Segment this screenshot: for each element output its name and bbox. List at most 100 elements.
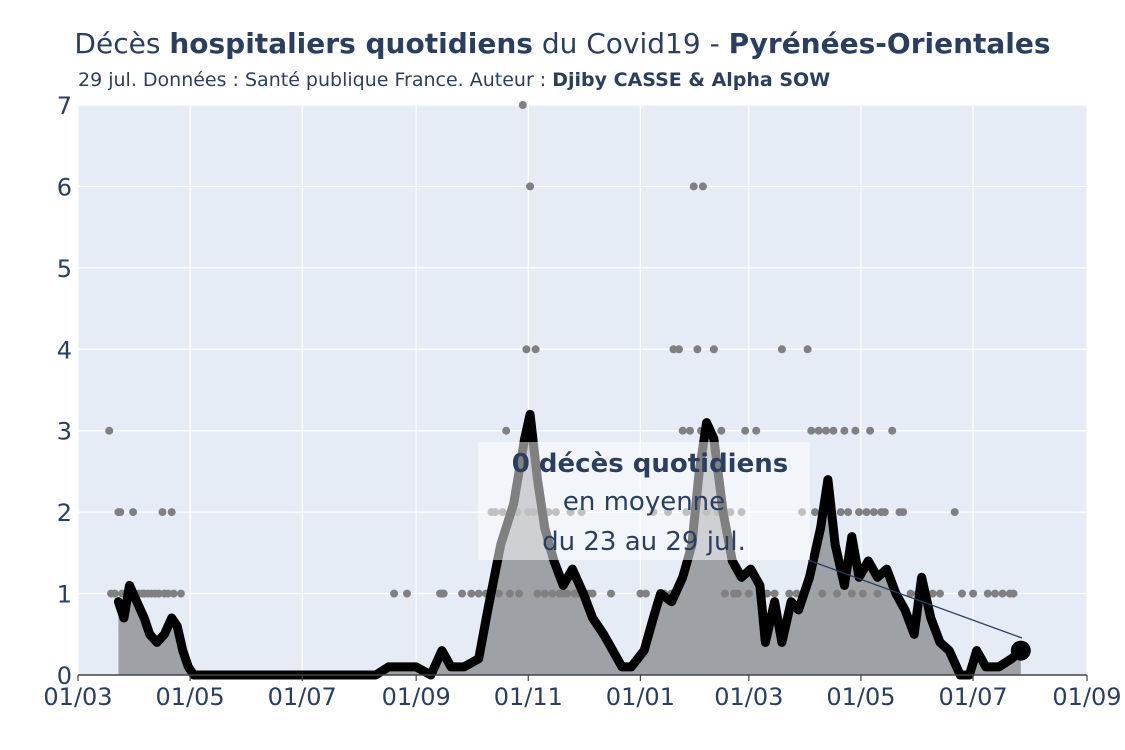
latest-mean-point [1010, 640, 1031, 661]
x-tick-label: 01/05 [156, 683, 225, 711]
daily-death-point [983, 589, 992, 598]
daily-death-point [505, 589, 514, 598]
daily-death-point [777, 345, 786, 354]
y-tick-label: 2 [57, 499, 72, 527]
daily-death-point [888, 426, 897, 435]
daily-death-point [390, 589, 399, 598]
daily-death-point [154, 589, 163, 598]
chart-title: Décès hospitaliers quotidiens du Covid19… [0, 27, 1125, 60]
x-tick-label: 01/01 [606, 683, 675, 711]
daily-death-point [770, 589, 779, 598]
y-tick-label: 5 [57, 255, 72, 283]
daily-death-point [833, 589, 841, 598]
daily-death-point [733, 589, 742, 598]
daily-death-point [807, 426, 816, 435]
daily-death-point [928, 589, 937, 598]
title-part-2: hospitaliers quotidiens [169, 27, 533, 60]
x-tick-label: 01/07 [268, 683, 337, 711]
daily-death-point [116, 508, 125, 517]
daily-death-point [502, 426, 511, 435]
daily-death-point [803, 345, 812, 354]
daily-death-point [515, 589, 524, 598]
subtitle-text: 29 jul. Données : Santé publique France.… [78, 69, 553, 91]
daily-death-point [689, 182, 698, 191]
daily-death-point [693, 345, 702, 354]
daily-death-point [548, 589, 557, 598]
daily-death-point [958, 589, 966, 598]
daily-death-point [669, 345, 678, 354]
x-tick-label: 01/03 [714, 683, 783, 711]
daily-death-point [717, 426, 726, 435]
x-tick-label: 01/09 [1052, 683, 1121, 711]
x-tick-label: 01/05 [826, 683, 895, 711]
daily-death-point [105, 426, 114, 435]
daily-death-point [785, 589, 794, 598]
daily-death-point [1009, 589, 1018, 598]
daily-death-point [840, 426, 849, 435]
daily-death-point [176, 589, 185, 598]
daily-death-point [158, 508, 167, 517]
x-tick-label: 01/03 [43, 683, 112, 711]
chart-subtitle: 29 jul. Données : Santé publique France.… [78, 69, 830, 91]
daily-death-point [880, 508, 889, 517]
daily-death-point [588, 589, 597, 598]
daily-death-point [533, 589, 542, 598]
daily-death-point [698, 182, 707, 191]
annotation-line-1: 0 décès quotidiens [512, 449, 788, 479]
daily-death-point [562, 589, 571, 598]
daily-death-point [709, 345, 718, 354]
daily-death-point [526, 182, 535, 191]
x-tick-label: 01/09 [382, 683, 451, 711]
daily-death-point [474, 589, 483, 598]
daily-death-point [167, 508, 176, 517]
daily-death-point [855, 508, 864, 517]
daily-death-point [164, 589, 173, 598]
daily-death-point [818, 589, 827, 598]
daily-death-point [641, 589, 650, 598]
annotation-line-3: du 23 au 29 jul. [542, 527, 746, 557]
daily-death-point [531, 345, 540, 354]
annotation-line-2: en moyenne [563, 487, 725, 517]
daily-death-point [741, 426, 750, 435]
daily-death-point [636, 589, 645, 598]
daily-death-point [403, 589, 411, 598]
daily-death-point [847, 589, 856, 598]
x-tick-label: 01/11 [494, 683, 563, 711]
daily-death-point [522, 345, 531, 354]
daily-death-point [858, 589, 867, 598]
daily-death-point [607, 589, 615, 598]
daily-death-point [518, 101, 527, 109]
daily-death-point [866, 426, 875, 435]
annotation-arrow [807, 559, 1023, 639]
daily-death-point [862, 508, 871, 517]
daily-death-point [744, 589, 753, 598]
daily-death-point [494, 589, 503, 598]
daily-death-point [906, 589, 915, 598]
daily-death-point [686, 426, 694, 435]
daily-death-point [811, 508, 819, 517]
daily-death-point [822, 426, 830, 435]
daily-death-point [110, 589, 119, 598]
daily-death-point [991, 589, 1000, 598]
title-part-1: Décès [74, 27, 170, 60]
annotation-group: 0 décès quotidiens en moyenne du 23 au 2… [478, 442, 1023, 639]
daily-death-point [844, 508, 853, 517]
y-tick-label: 6 [57, 173, 72, 201]
daily-death-point [829, 426, 838, 435]
daily-death-point [720, 589, 729, 598]
daily-death-point [851, 426, 860, 435]
daily-death-point [869, 508, 878, 517]
daily-death-point [936, 589, 944, 598]
mean-line [113, 409, 1026, 680]
daily-death-point [540, 589, 549, 598]
y-tick-label: 4 [57, 336, 72, 364]
daily-death-point [169, 589, 178, 598]
mean-line-group [113, 409, 1031, 680]
daily-death-point [969, 589, 978, 598]
daily-death-point [814, 426, 823, 435]
daily-death-point [467, 589, 476, 598]
daily-death-point [675, 345, 683, 354]
y-tick-label: 1 [57, 581, 72, 609]
daily-death-point [678, 426, 687, 435]
title-part-3: du Covid19 - [532, 27, 729, 60]
